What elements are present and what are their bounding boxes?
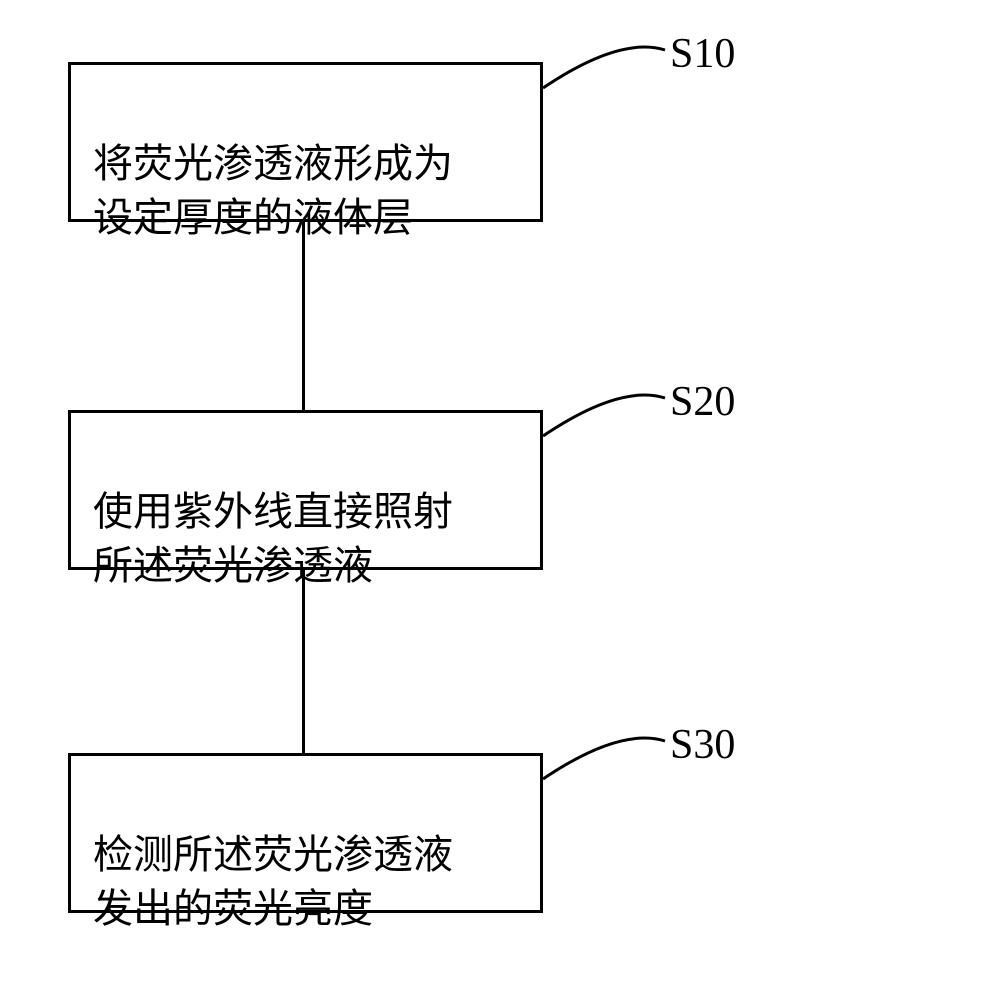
label-s20-text: S20: [670, 379, 735, 425]
node-s30: 检测所述荧光渗透液 发出的荧光亮度: [68, 753, 543, 913]
leader-s20-path: [543, 395, 665, 436]
label-s10: S10: [670, 30, 735, 78]
node-s20: 使用紫外线直接照射 所述荧光渗透液: [68, 410, 543, 570]
node-s30-text: 检测所述荧光渗透液 发出的荧光亮度: [93, 832, 453, 931]
node-s10-text: 将荧光渗透液形成为 设定厚度的液体层: [93, 141, 453, 240]
flowchart-canvas: 将荧光渗透液形成为 设定厚度的液体层 S10 使用紫外线直接照射 所述荧光渗透液…: [0, 0, 1000, 994]
label-s30-text: S30: [670, 722, 735, 768]
label-s30: S30: [670, 721, 735, 769]
leader-s10-path: [543, 47, 665, 88]
node-s20-text: 使用紫外线直接照射 所述荧光渗透液: [93, 489, 453, 588]
leader-s30-path: [543, 738, 665, 779]
label-s20: S20: [670, 378, 735, 426]
label-s10-text: S10: [670, 31, 735, 77]
edge-s20-s30: [302, 570, 305, 753]
node-s10: 将荧光渗透液形成为 设定厚度的液体层: [68, 62, 543, 222]
edge-s10-s20: [302, 222, 305, 410]
